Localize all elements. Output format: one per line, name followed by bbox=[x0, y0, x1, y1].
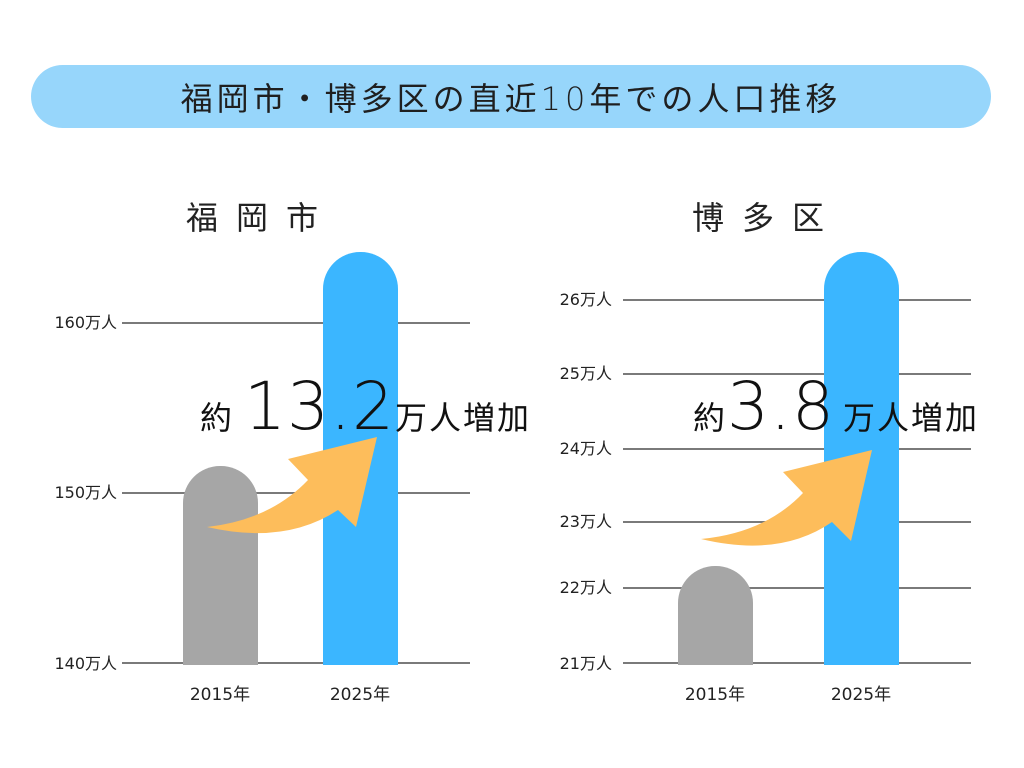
grid-line bbox=[623, 521, 971, 523]
grid-line bbox=[122, 492, 470, 494]
callout-number: 13.2 bbox=[244, 368, 395, 445]
increase-callout: 約 13.2 万人増加 bbox=[200, 368, 531, 445]
bar-2025 bbox=[824, 252, 899, 665]
y-tick-label: 140万人 bbox=[54, 654, 117, 673]
chart-title: 福岡市 bbox=[186, 199, 337, 237]
callout-suffix: 万人増加 bbox=[394, 399, 531, 437]
x-axis-label: 2025年 bbox=[830, 685, 892, 705]
callout-prefix: 約 bbox=[693, 399, 728, 437]
grid-line bbox=[623, 587, 971, 589]
grid-line bbox=[122, 322, 470, 324]
callout-number: 3.8 bbox=[727, 368, 835, 445]
y-tick-label: 24万人 bbox=[559, 439, 612, 458]
callout-suffix: 万人増加 bbox=[842, 399, 979, 437]
grid-line bbox=[623, 662, 971, 664]
chart-title: 博多区 bbox=[692, 199, 843, 237]
callout-prefix: 約 bbox=[200, 399, 235, 437]
x-axis-label: 2015年 bbox=[189, 685, 251, 705]
y-tick-label: 150万人 bbox=[54, 483, 117, 502]
y-tick-label: 22万人 bbox=[559, 578, 612, 597]
grid-line bbox=[122, 662, 470, 664]
x-axis-label: 2025年 bbox=[329, 685, 391, 705]
grid-line bbox=[623, 373, 971, 375]
grid-line bbox=[623, 299, 971, 301]
x-axis-label: 2015年 bbox=[684, 685, 746, 705]
y-tick-label: 26万人 bbox=[559, 290, 612, 309]
grid-line bbox=[623, 448, 971, 450]
y-tick-label: 25万人 bbox=[559, 364, 612, 383]
bar-2015 bbox=[678, 566, 753, 665]
title-banner: 福岡市・博多区の直近10年での人口推移 bbox=[31, 65, 991, 128]
page-title: 福岡市・博多区の直近10年での人口推移 bbox=[180, 79, 842, 118]
y-tick-label: 21万人 bbox=[559, 654, 612, 673]
y-tick-label: 23万人 bbox=[559, 512, 612, 531]
increase-callout: 約 3.8 万人増加 bbox=[693, 368, 979, 445]
bar-2015 bbox=[183, 466, 258, 665]
y-tick-label: 160万人 bbox=[54, 313, 117, 332]
bar-2025 bbox=[323, 252, 398, 665]
